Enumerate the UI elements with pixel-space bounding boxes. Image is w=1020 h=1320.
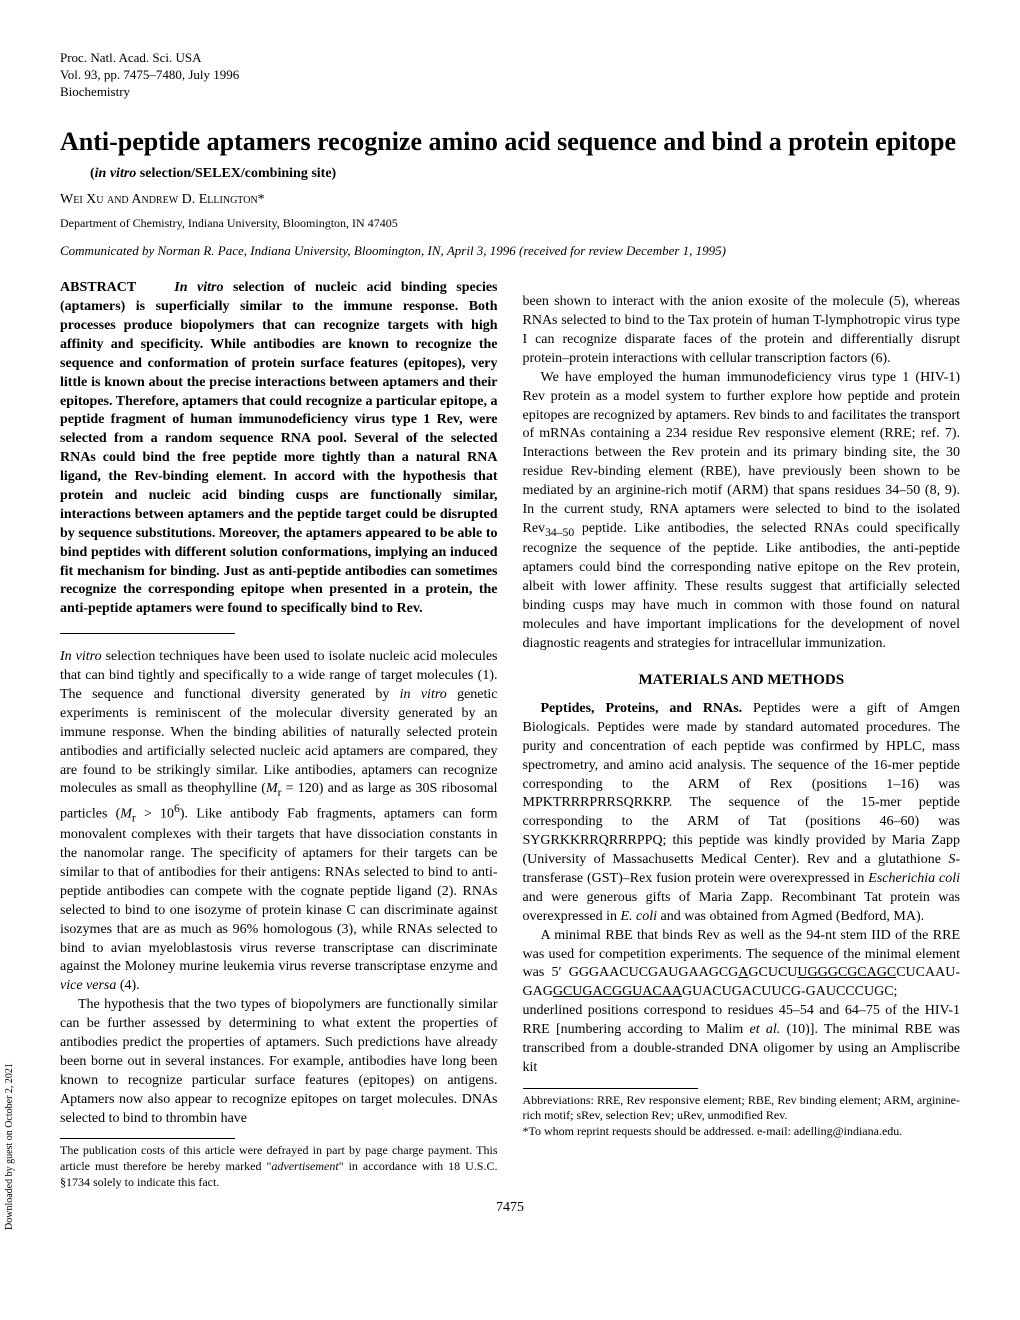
article-title: Anti-peptide aptamers recognize amino ac… bbox=[60, 126, 960, 159]
intro-paragraph-3: been shown to interact with the anion ex… bbox=[523, 293, 961, 369]
footnote-abbreviations: Abbreviations: RRE, Rev responsive eleme… bbox=[523, 1093, 961, 1124]
page-number: 7475 bbox=[60, 1200, 960, 1216]
abstract-block: ABSTRACT In vitro selection of nucleic a… bbox=[60, 279, 498, 619]
volume-info: Vol. 93, pp. 7475–7480, July 1996 bbox=[60, 67, 960, 84]
footnote-separator-right bbox=[523, 1088, 698, 1089]
peptides-label: Peptides, Proteins, and RNAs. bbox=[541, 701, 743, 716]
journal-name: Proc. Natl. Acad. Sci. USA bbox=[60, 50, 960, 67]
footnote-correspondence: *To whom reprint requests should be addr… bbox=[523, 1124, 961, 1140]
intro-paragraph-2: The hypothesis that the two types of bio… bbox=[60, 996, 498, 1128]
article-subtitle: (in vitro selection/SELEX/combining site… bbox=[90, 166, 960, 182]
methods-rbe: A minimal RBE that binds Rev as well as … bbox=[523, 927, 961, 1078]
footnote-separator-left bbox=[60, 1138, 235, 1139]
affiliation: Department of Chemistry, Indiana Univers… bbox=[60, 216, 960, 231]
authors: Wei Xu and Andrew D. Ellington* bbox=[60, 192, 960, 208]
download-info: Downloaded by guest on October 2, 2021 bbox=[4, 1063, 15, 1230]
footnote-publication: The publication costs of this article we… bbox=[60, 1143, 498, 1190]
abstract-separator bbox=[60, 633, 235, 634]
abstract-label: ABSTRACT bbox=[60, 280, 136, 295]
communicated-by: Communicated by Norman R. Pace, Indiana … bbox=[60, 243, 960, 259]
abstract-text: In vitro selection of nucleic acid bindi… bbox=[60, 280, 498, 616]
intro-paragraph-4: We have employed the human immunodeficie… bbox=[523, 369, 961, 654]
methods-header: MATERIALS AND METHODS bbox=[523, 670, 961, 690]
journal-header: Proc. Natl. Acad. Sci. USA Vol. 93, pp. … bbox=[60, 50, 960, 101]
main-content: ABSTRACT In vitro selection of nucleic a… bbox=[60, 279, 960, 1190]
intro-paragraph-1: In vitro selection techniques have been … bbox=[60, 648, 498, 996]
methods-peptides: Peptides, Proteins, and RNAs. Peptides w… bbox=[523, 700, 961, 927]
category: Biochemistry bbox=[60, 84, 960, 101]
